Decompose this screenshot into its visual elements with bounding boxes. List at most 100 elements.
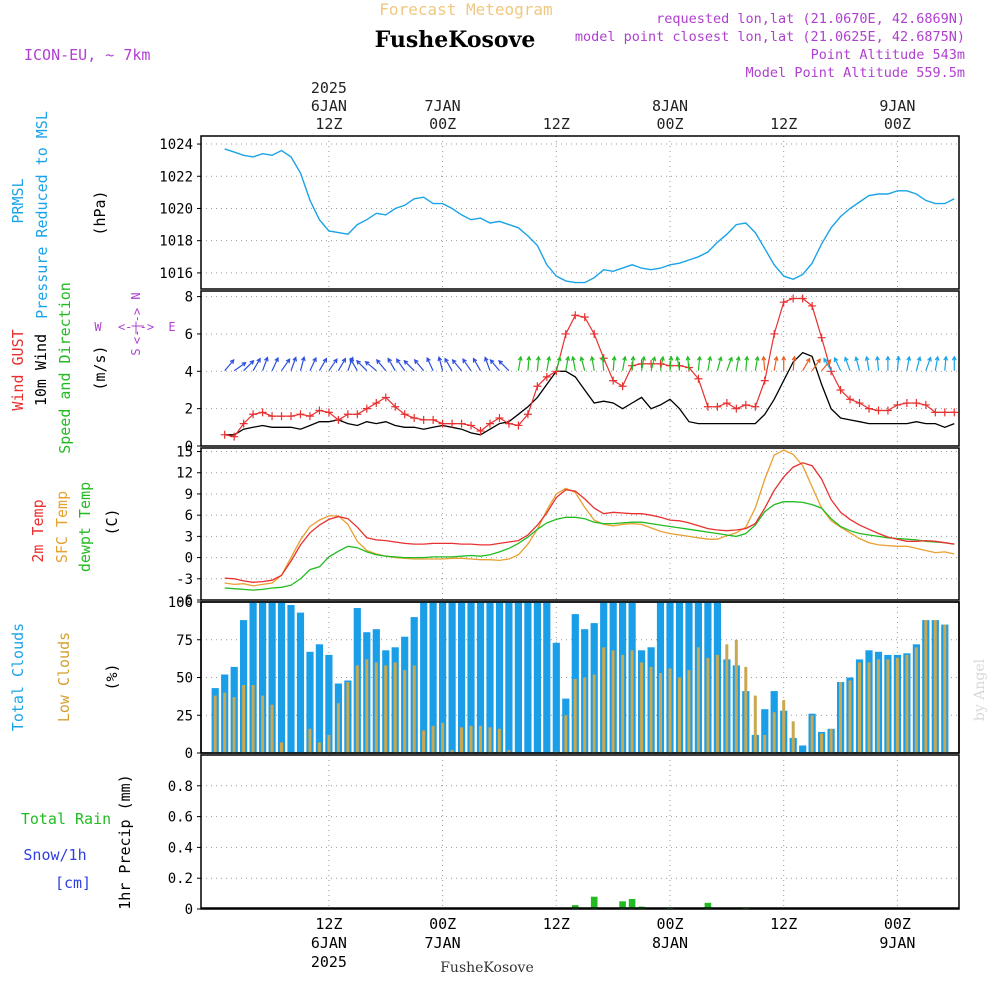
wind-direction-arrow xyxy=(854,355,861,371)
gust-marker xyxy=(656,359,665,368)
wind-direction-arrow xyxy=(611,355,617,371)
wind-direction-arrow xyxy=(403,359,415,372)
gust-marker xyxy=(277,412,286,421)
wind-direction-arrow xyxy=(823,357,832,372)
low-cloud-bar xyxy=(573,679,577,753)
low-cloud-bar xyxy=(403,670,407,753)
gust-marker xyxy=(287,412,296,421)
wind-direction-arrow xyxy=(498,359,510,372)
gust-marker xyxy=(268,412,277,421)
bottom-axis-label: 00Z xyxy=(429,915,456,933)
top-axis-label: 12Z xyxy=(543,115,570,133)
low-cloud-bar xyxy=(469,725,473,753)
y-tick-label: 4 xyxy=(185,364,193,380)
precip-axis-label: 1hr Precip (mm) xyxy=(116,774,134,909)
wind-direction-arrow xyxy=(707,355,713,371)
low-cloud-bar xyxy=(630,650,634,753)
y-tick-label: 9 xyxy=(185,487,193,503)
total-cloud-bar xyxy=(533,602,541,753)
compass-label: E xyxy=(168,320,175,334)
pressure-unit: (hPa) xyxy=(91,190,109,235)
wind-direction-arrow xyxy=(685,355,691,371)
gust-marker xyxy=(703,402,712,411)
gust-marker xyxy=(258,408,267,417)
y-tick-label: 0 xyxy=(185,902,193,918)
wind-direction-arrow xyxy=(290,356,297,371)
sfc-temp-line xyxy=(224,449,955,587)
y-tick-label: 50 xyxy=(176,671,193,687)
low-cloud-bar xyxy=(943,624,947,753)
wind-direction-arrow xyxy=(600,355,606,371)
y-tick-label: -6 xyxy=(176,593,193,609)
gust-marker xyxy=(400,410,409,419)
temperature-panel: -6 -3 0 3 6 9 12 15 xyxy=(176,445,960,609)
low-cloud-bar xyxy=(678,677,681,753)
gust-marker xyxy=(485,419,494,428)
model-name: ICON-EU, ~ 7km xyxy=(24,46,150,64)
low-cloud-bar xyxy=(422,730,426,753)
rain-bar xyxy=(571,905,579,909)
low-cloud-bar xyxy=(251,685,255,753)
wind-direction-arrow xyxy=(252,357,261,372)
low-cloud-bar xyxy=(763,734,767,753)
low-cloud-bar xyxy=(924,620,928,753)
gust-marker xyxy=(950,408,959,417)
wind-direction-arrow xyxy=(451,359,463,372)
gust-marker xyxy=(770,329,779,338)
wind-direction-arrow xyxy=(546,355,552,371)
y-tick-label: 0 xyxy=(185,551,193,567)
wind-direction-arrow xyxy=(885,355,891,371)
gust-marker xyxy=(827,367,836,376)
wind-direction-arrow xyxy=(472,357,482,372)
wind-direction-arrow xyxy=(462,358,472,372)
low-cloud-bar xyxy=(384,665,388,753)
low-cloud-bar xyxy=(829,728,833,753)
location-title: FusheKosove xyxy=(375,27,536,53)
panel-frame xyxy=(200,447,960,601)
panel-labels: PRMSL Pressure Reduced to MSL (hPa) Wind GU… xyxy=(9,111,176,910)
top-axis-label: 12Z xyxy=(770,115,797,133)
low-cloud-bar xyxy=(374,662,378,753)
gust-marker xyxy=(902,399,911,408)
model-point-altitude: Model Point Altitude 559.5m xyxy=(746,65,965,81)
top-axis-label: 8JAN xyxy=(652,97,688,115)
wind-panel: 0 2 4 6 8 xyxy=(185,290,960,455)
gust-marker xyxy=(751,402,760,411)
wind-direction-arrow xyxy=(875,355,880,371)
wind-direction-arrow xyxy=(791,355,797,371)
credit-watermark: by Angel xyxy=(972,658,988,721)
total-cloud-bar xyxy=(268,602,276,753)
total-cloud-bar xyxy=(505,602,513,753)
wind-gust-label: Wind GUST xyxy=(9,329,27,410)
wind-direction-arrow xyxy=(565,355,571,371)
low-cloud-bar xyxy=(753,695,757,753)
low-cloud-bar xyxy=(744,666,748,753)
total-cloud-bar xyxy=(486,602,494,753)
wind-direction-arrow xyxy=(744,355,750,371)
wind-direction-arrow xyxy=(864,355,870,371)
low-cloud-bar xyxy=(895,657,899,753)
pressure-label: Pressure Reduced to MSL xyxy=(33,111,51,319)
total-cloud-bar xyxy=(476,602,485,753)
gust-marker xyxy=(846,395,855,404)
low-cloud-bar xyxy=(734,639,738,754)
gust-marker xyxy=(249,410,258,419)
snow-unit: [cm] xyxy=(55,874,91,892)
wind-direction-arrow xyxy=(895,355,901,371)
top-axis-label: 2025 xyxy=(311,79,347,97)
gust-marker xyxy=(713,402,722,411)
low-cloud-bar xyxy=(317,742,321,753)
total-cloud-bar xyxy=(552,642,560,753)
temp-unit: (C) xyxy=(103,508,121,535)
low-clouds-label: Low Clouds xyxy=(55,632,73,722)
total-cloud-bar xyxy=(761,709,769,753)
low-cloud-bar xyxy=(497,728,501,753)
snow-label: Snow/1h xyxy=(23,846,86,864)
wind-direction-arrow xyxy=(630,355,636,371)
dewpt-temp-label: dewpt Temp xyxy=(76,482,94,572)
low-cloud-bar xyxy=(336,703,340,753)
low-cloud-bar xyxy=(327,734,331,753)
gust-marker xyxy=(874,406,883,415)
total-rain-label: Total Rain xyxy=(21,810,111,828)
top-axis-label: 12Z xyxy=(315,115,342,133)
